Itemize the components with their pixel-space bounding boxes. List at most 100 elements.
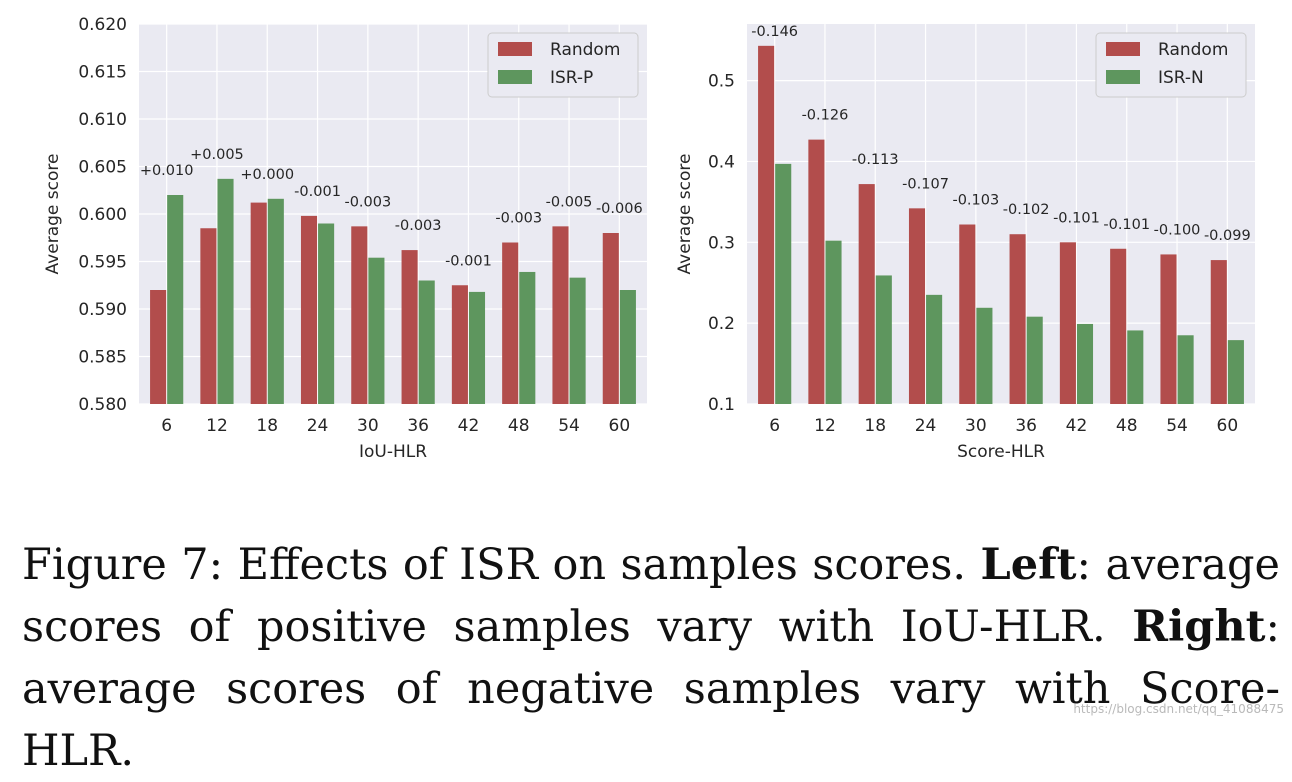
bar-isr-n-60: [1227, 340, 1244, 404]
bar-random-30: [959, 224, 976, 404]
y-tick-label: 0.580: [78, 395, 127, 415]
data-label: -0.100: [1154, 222, 1201, 238]
bar-isr-p-18: [267, 198, 284, 404]
figure-caption: Figure 7: Effects of ISR on samples scor…: [22, 534, 1280, 782]
caption-left-text: : average scores of positive samples var…: [22, 540, 1280, 652]
x-tick-label: 36: [1015, 416, 1037, 436]
legend-swatch: [498, 70, 532, 84]
data-label: +0.010: [140, 163, 194, 179]
legend: Random ISR-P: [487, 32, 639, 98]
x-tick-label: 30: [965, 416, 987, 436]
bar-isr-n-18: [875, 275, 892, 404]
data-label: -0.003: [344, 194, 391, 210]
legend-label: ISR-N: [1158, 68, 1204, 88]
legend-swatch: [1106, 42, 1140, 56]
bar-isr-p-12: [217, 178, 234, 404]
y-tick-label: 0.595: [78, 253, 127, 273]
bar-isr-p-36: [418, 280, 435, 404]
bar-random-36: [401, 250, 418, 404]
bar-isr-n-12: [825, 240, 842, 404]
bar-random-24: [300, 215, 318, 404]
x-tick-label: 36: [407, 416, 429, 436]
legend-label: Random: [550, 40, 620, 60]
data-label: -0.003: [395, 218, 442, 234]
bar-isr-p-54: [569, 277, 586, 404]
x-tick-label: 18: [864, 416, 886, 436]
x-tick-label: 18: [256, 416, 278, 436]
bar-isr-p-6: [167, 195, 184, 404]
bar-isr-p-42: [468, 291, 486, 404]
x-tick-label: 12: [814, 416, 836, 436]
bar-isr-n-6: [775, 163, 792, 404]
bar-isr-p-24: [318, 223, 335, 404]
caption-left-bold: Left: [980, 540, 1077, 590]
y-tick-label: 0.600: [78, 205, 127, 225]
bar-random-18: [250, 202, 267, 404]
caption-right-bold: Right: [1132, 602, 1266, 652]
bar-random-54: [552, 226, 569, 404]
data-label: -0.113: [852, 152, 899, 168]
data-label: +0.000: [240, 167, 294, 183]
y-tick-label: 0.605: [78, 158, 127, 178]
x-tick-label: 6: [161, 416, 172, 436]
data-label: -0.102: [1003, 202, 1050, 218]
x-tick-label: 30: [357, 416, 379, 436]
x-tick-label: 60: [609, 416, 631, 436]
bar-random-24: [908, 208, 926, 404]
bar-random-60: [1210, 260, 1227, 404]
figure: 0.580 0.585 0.590 0.595 0.600 0.605 0.610 0.615…: [22, 15, 1284, 776]
x-tick-label: 42: [458, 416, 480, 436]
y-tick-label: 0.1: [708, 395, 735, 415]
bar-random-18: [858, 184, 875, 404]
bar-random-60: [602, 233, 619, 404]
legend-swatch: [498, 42, 532, 56]
legend-label: ISR-P: [550, 68, 593, 88]
x-axis-label: Score-HLR: [957, 442, 1045, 462]
bar-isr-p-48: [519, 271, 536, 404]
chart-right-score-hlr: 0.10.20.30.40.5-0.146-0.126-0.113-0.107-…: [675, 24, 1255, 462]
bar-random-30: [351, 226, 368, 404]
data-label: -0.001: [294, 184, 341, 200]
charts-canvas: 0.580 0.585 0.590 0.595 0.600 0.605 0.610 0.615…: [43, 15, 1255, 462]
bar-random-6: [758, 45, 775, 405]
y-tick-label: 0.590: [78, 300, 127, 320]
x-tick-label: 42: [1066, 416, 1088, 436]
data-label: -0.146: [751, 24, 798, 40]
y-tick-label: 0.610: [78, 110, 127, 130]
y-tick-label: 0.5: [708, 72, 735, 92]
data-label: -0.005: [546, 194, 593, 210]
bar-isr-n-24: [926, 294, 943, 404]
data-label: -0.101: [1053, 210, 1100, 226]
y-tick-label: 0.3: [708, 233, 735, 253]
bar-random-36: [1009, 234, 1026, 404]
caption-label: Figure 7: Effects of ISR on samples scor…: [22, 540, 981, 590]
data-label: -0.006: [596, 201, 643, 217]
data-label: -0.003: [495, 211, 542, 227]
bar-random-48: [502, 242, 519, 404]
data-label: +0.005: [190, 147, 244, 163]
x-axis-label: IoU-HLR: [359, 442, 427, 462]
bar-random-12: [808, 139, 825, 405]
y-tick-label: 0.620: [78, 15, 127, 35]
y-tick-label: 0.615: [78, 63, 127, 83]
legend: Random ISR-N: [1095, 32, 1247, 98]
x-tick-label: 54: [1166, 416, 1188, 436]
bar-random-42: [451, 285, 468, 404]
bar-isr-p-30: [368, 257, 385, 404]
data-label: -0.001: [445, 253, 492, 269]
bar-random-48: [1110, 248, 1127, 404]
bar-random-6: [150, 290, 167, 404]
bar-isr-n-48: [1127, 330, 1144, 404]
bar-isr-n-36: [1026, 316, 1043, 404]
x-tick-label: 24: [307, 416, 329, 436]
bar-random-42: [1059, 242, 1076, 404]
x-tick-label: 48: [508, 416, 530, 436]
watermark: https://blog.csdn.net/qq_41088475: [1073, 702, 1284, 716]
x-tick-label: 12: [206, 416, 228, 436]
legend-label: Random: [1158, 40, 1228, 60]
x-tick-label: 48: [1116, 416, 1138, 436]
data-label: -0.126: [802, 108, 849, 124]
y-axis-label: Average score: [675, 154, 695, 275]
bar-random-54: [1160, 254, 1177, 404]
chart-left-iou-hlr: 0.580 0.585 0.590 0.595 0.600 0.605 0.610 0.615…: [43, 15, 647, 462]
